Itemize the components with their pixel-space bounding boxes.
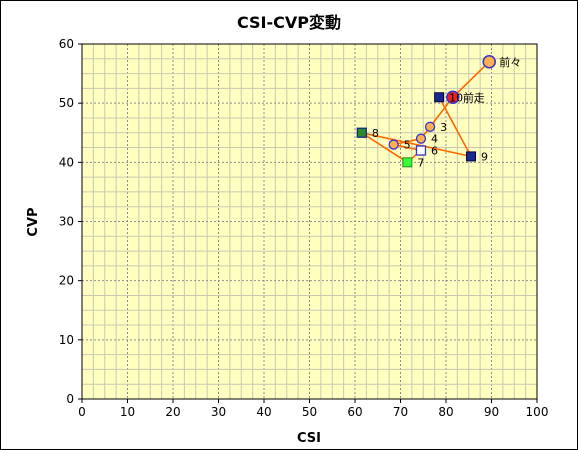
- point-label-前走: 前走: [463, 90, 485, 104]
- grid-lines: [81, 43, 538, 400]
- point-label-前々: 前々: [499, 55, 521, 69]
- y-tick-label: 30: [59, 215, 74, 229]
- data-point-前走: [446, 90, 460, 104]
- y-tick-labels: 0 10 20 30 40 50 60: [59, 37, 82, 406]
- point-label-6: 6: [431, 145, 438, 158]
- data-point-6: [415, 145, 427, 156]
- x-axis-label: CSI: [297, 431, 321, 446]
- x-tick-label: 80: [438, 405, 453, 419]
- y-tick-label: 10: [59, 333, 74, 347]
- data-point-10: [434, 92, 445, 103]
- y-axis-label: CVP: [26, 207, 41, 236]
- data-markers: [356, 55, 496, 168]
- data-point-3: [424, 121, 436, 132]
- point-label-8: 8: [372, 127, 379, 140]
- x-tick-label: 20: [165, 405, 180, 419]
- point-label-7: 7: [417, 156, 424, 169]
- x-tick-label: 50: [302, 405, 317, 419]
- y-tick-label: 50: [59, 96, 74, 110]
- x-tick-label: 40: [256, 405, 271, 419]
- series-path: [361, 61, 490, 164]
- x-tick-label: 90: [484, 405, 499, 419]
- x-tick-label: 0: [78, 405, 86, 419]
- chart-title: CSI-CVP変動: [237, 13, 341, 32]
- data-point-4: [415, 133, 427, 144]
- x-tick-labels: 0 10 20 30 40 50 60 70 80 90 100: [78, 399, 548, 419]
- data-point-前々: [482, 55, 496, 69]
- x-tick-label: 70: [393, 405, 408, 419]
- y-tick-label: 60: [59, 37, 74, 51]
- data-point-9: [466, 151, 477, 162]
- x-tick-label: 10: [120, 405, 135, 419]
- data-point-8: [356, 127, 367, 138]
- point-label-10: 10: [449, 91, 463, 104]
- y-tick-label: 20: [59, 274, 74, 288]
- y-tick-label: 0: [66, 392, 74, 406]
- x-tick-label: 30: [211, 405, 226, 419]
- data-point-7: [402, 157, 413, 168]
- y-tick-label: 40: [59, 155, 74, 169]
- point-label-3: 3: [440, 121, 447, 134]
- point-label-9: 9: [481, 150, 488, 163]
- point-label-4: 4: [431, 133, 438, 146]
- x-tick-label: 60: [347, 405, 362, 419]
- x-tick-label: 100: [526, 405, 549, 419]
- data-point-5: [388, 139, 399, 150]
- point-label-5: 5: [404, 139, 411, 152]
- series-line: [361, 61, 490, 164]
